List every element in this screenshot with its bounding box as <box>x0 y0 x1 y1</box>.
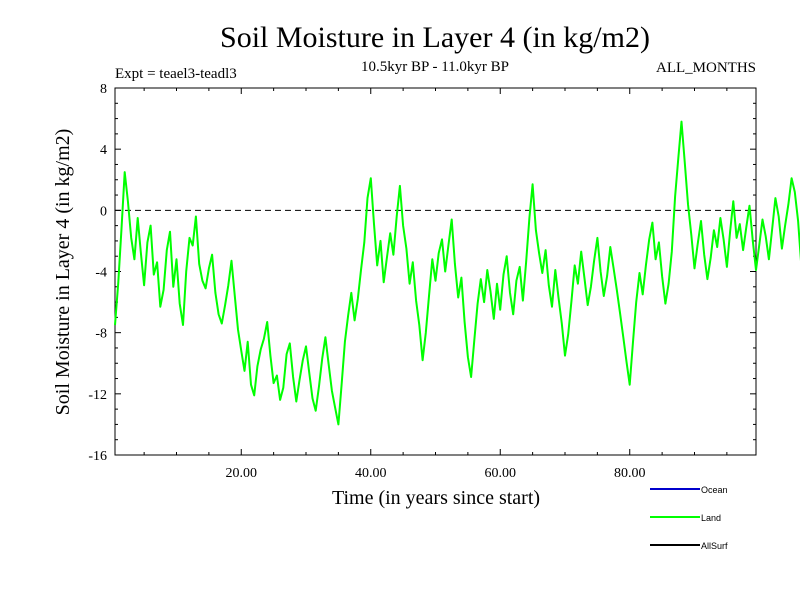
series-line-land <box>114 120 800 426</box>
chart-subtitle-left: Expt = teael3-teadl3 <box>115 66 237 82</box>
plot-area: -16 -12 -8 -4 0 4 8 20.00 40.00 60.00 80.00 <box>88 82 800 481</box>
x-axis-label: Time (in years since start) <box>332 487 540 509</box>
y-tick-label: -8 <box>95 327 107 342</box>
chart-subtitle-center: 10.5kyr BP - 11.0kyr BP <box>361 59 509 75</box>
x-tick-label: 60.00 <box>484 466 516 481</box>
y-axis: -16 -12 -8 -4 0 4 8 <box>88 82 756 464</box>
y-axis-label: Soil Moisture in Layer 4 (in kg/m2) <box>52 129 74 416</box>
y-tick-label: 4 <box>100 143 107 158</box>
y-tick-label: 0 <box>100 204 107 219</box>
y-tick-label: 8 <box>100 82 107 97</box>
legend-item-ocean: Ocean <box>650 485 728 495</box>
legend-label-land: Land <box>701 513 721 523</box>
x-tick-label: 80.00 <box>614 466 646 481</box>
chart-subtitle-right: ALL_MONTHS <box>656 60 756 76</box>
legend-label-ocean: Ocean <box>701 485 728 495</box>
y-tick-label: -16 <box>88 449 107 464</box>
x-tick-label: 40.00 <box>355 466 387 481</box>
legend: Ocean Land AllSurf <box>650 485 728 551</box>
legend-item-allsurf: AllSurf <box>650 541 728 551</box>
legend-item-land: Land <box>650 513 721 523</box>
chart-title: Soil Moisture in Layer 4 (in kg/m2) <box>220 21 650 54</box>
legend-label-allsurf: AllSurf <box>701 541 728 551</box>
x-axis: 20.00 40.00 60.00 80.00 <box>143 88 728 481</box>
y-tick-label: -4 <box>95 266 107 281</box>
y-tick-label: -12 <box>88 388 107 403</box>
x-tick-label: 20.00 <box>226 466 258 481</box>
